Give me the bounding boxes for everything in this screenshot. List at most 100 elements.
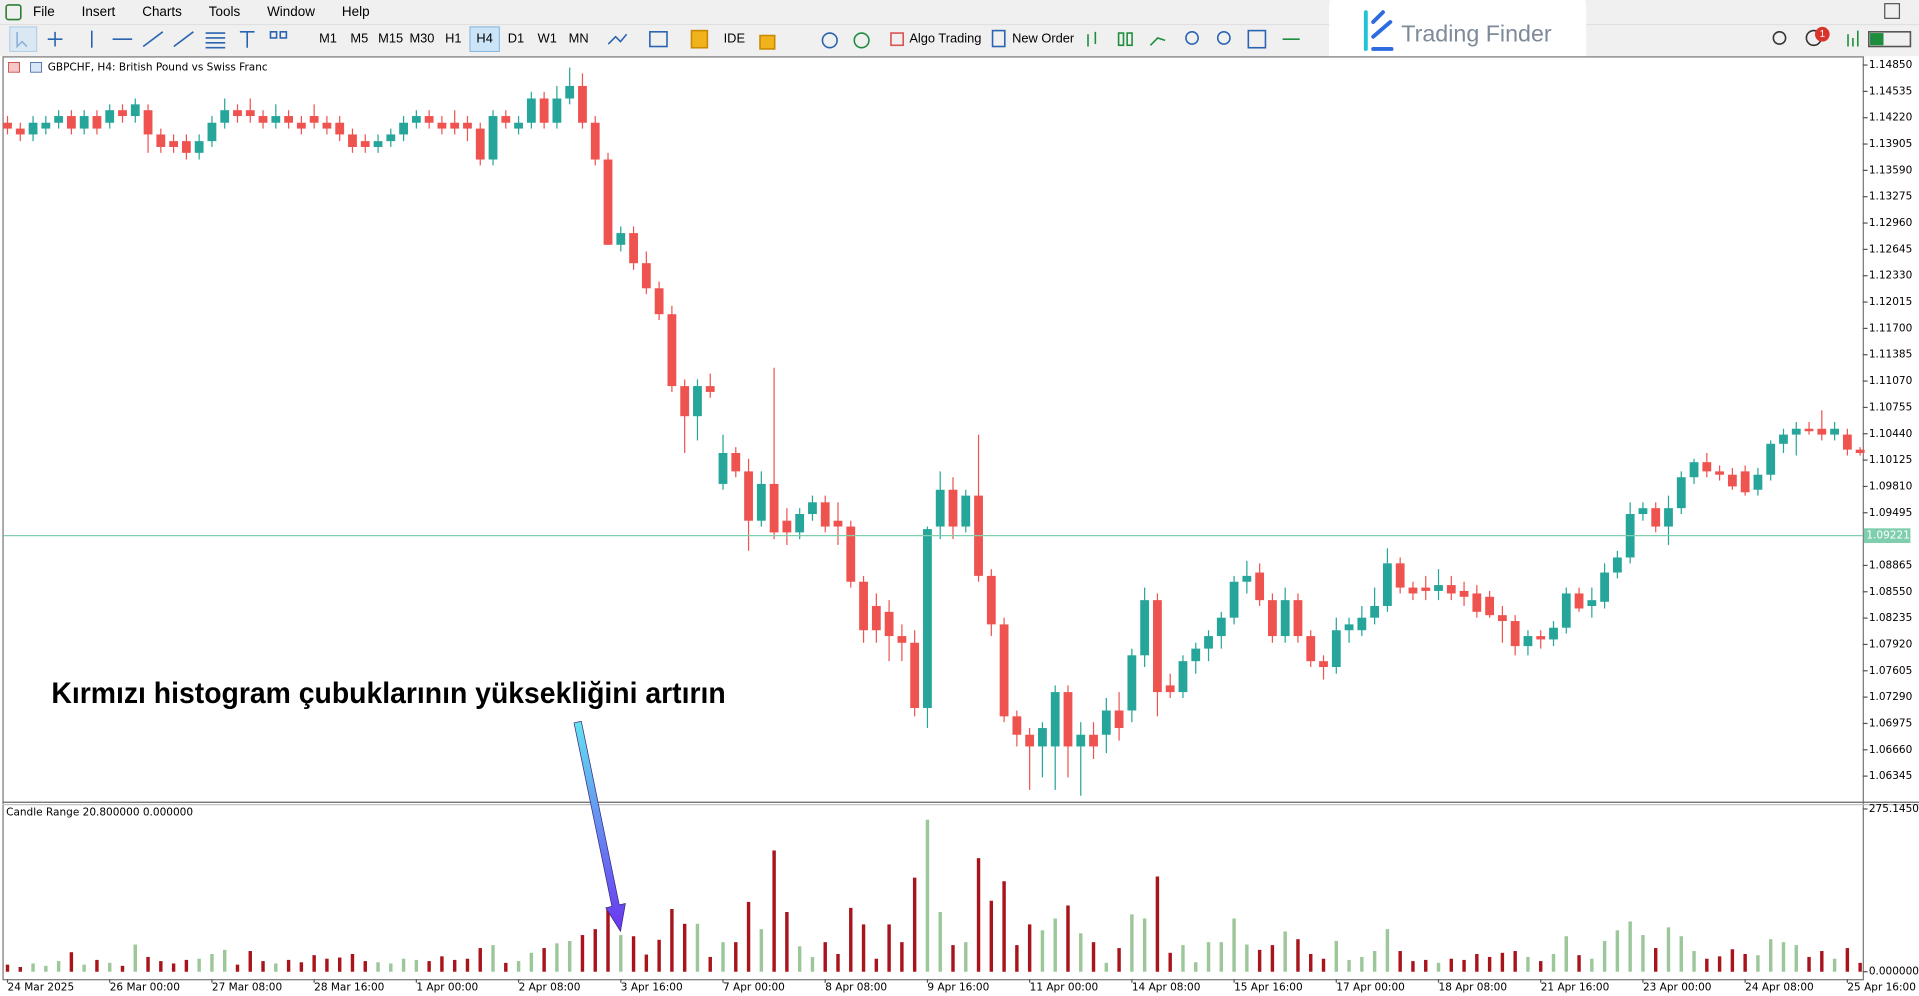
- timeframe-button[interactable]: M5: [350, 31, 368, 46]
- menu-item[interactable]: Help: [342, 4, 370, 19]
- shapes-icon[interactable]: [279, 31, 288, 39]
- y-tick-label: 1.08865: [1869, 559, 1913, 571]
- candle-body: [603, 159, 613, 245]
- histogram-bar: [1475, 953, 1479, 972]
- histogram-bar: [1130, 914, 1134, 972]
- candle-body: [1510, 621, 1520, 647]
- candle-body: [859, 581, 868, 631]
- text-icon[interactable]: [239, 31, 255, 48]
- candle-body: [667, 314, 677, 387]
- algo-icon[interactable]: [890, 32, 904, 47]
- candle-body: [565, 85, 575, 99]
- timeframe-button[interactable]: H1: [445, 31, 461, 46]
- tile-icon[interactable]: [1247, 29, 1267, 49]
- histogram-bar: [1487, 956, 1492, 972]
- x-tick-label: 1 Apr 00:00: [416, 982, 478, 994]
- trendline-icon[interactable]: [142, 31, 164, 48]
- order-icon[interactable]: [991, 29, 1006, 48]
- histogram-bar: [1270, 945, 1275, 972]
- menu-item[interactable]: Tools: [209, 4, 241, 19]
- histogram-bar: [797, 946, 802, 972]
- vps-icon[interactable]: [821, 32, 838, 49]
- timeframe-button[interactable]: M30: [409, 31, 434, 46]
- timeframe-button[interactable]: D1: [508, 31, 524, 46]
- histogram-bar: [1768, 939, 1773, 972]
- candle-body: [1676, 477, 1686, 509]
- candle-body: [795, 514, 805, 533]
- histogram-bar: [887, 924, 891, 972]
- menu-item[interactable]: Insert: [82, 4, 116, 19]
- histogram-bar: [1347, 959, 1351, 972]
- candle-body: [756, 483, 766, 521]
- candle-body: [501, 116, 511, 123]
- zoom-in-icon[interactable]: [1185, 31, 1199, 45]
- histogram-bar: [746, 901, 751, 972]
- menu-item[interactable]: Window: [267, 4, 315, 19]
- timeframe-active[interactable]: H4: [476, 31, 492, 46]
- histogram-bar: [1015, 945, 1019, 972]
- line-chart-icon[interactable]: [1149, 37, 1166, 46]
- shapes-icon[interactable]: [269, 31, 278, 39]
- candle-body: [1523, 636, 1533, 647]
- ide-button[interactable]: IDE: [724, 31, 746, 46]
- new-order-button[interactable]: New Order: [1012, 31, 1075, 46]
- candle-body: [1651, 508, 1661, 527]
- candle-body: [1153, 600, 1162, 693]
- histogram-bar: [1513, 951, 1517, 972]
- histogram-bar: [555, 943, 559, 972]
- template-icon[interactable]: [649, 31, 668, 48]
- candle-body: [884, 611, 894, 637]
- algo-trading-button[interactable]: Algo Trading: [909, 31, 981, 46]
- timeframe-button[interactable]: W1: [538, 31, 557, 46]
- candle-body: [245, 110, 255, 117]
- fibo-icon[interactable]: [205, 32, 226, 49]
- search-icon[interactable]: [1772, 31, 1787, 45]
- market-icon[interactable]: [690, 29, 709, 49]
- histogram-bar: [1206, 942, 1211, 972]
- battery-icon: [1868, 31, 1912, 48]
- histogram-bar: [861, 924, 866, 972]
- indicator-icon[interactable]: [607, 33, 628, 45]
- plot-marks: 1.14850 1.14535 1.14220 1.13905 1.13590 1.132…: [3, 59, 1919, 994]
- restore-button[interactable]: [1884, 3, 1901, 19]
- notification-count: 1: [1820, 29, 1825, 40]
- timeframe-button[interactable]: M15: [378, 31, 403, 46]
- candle-body: [731, 452, 741, 472]
- histogram-bar: [1832, 958, 1837, 972]
- menu-item[interactable]: Charts: [142, 4, 182, 19]
- histogram-bar: [1309, 953, 1313, 972]
- candle-body: [833, 520, 843, 527]
- crosshair-icon[interactable]: [47, 31, 63, 47]
- zoom-out-icon[interactable]: [1216, 31, 1231, 45]
- candle-body: [897, 636, 907, 643]
- candle-chart-icon[interactable]: [1126, 32, 1133, 47]
- histogram-bar: [1705, 958, 1709, 972]
- candle-body: [1664, 508, 1673, 527]
- x-tick-label: 24 Apr 08:00: [1745, 982, 1814, 994]
- histogram-bar: [542, 948, 546, 972]
- menu-item[interactable]: File: [33, 4, 55, 19]
- candle-body: [1727, 474, 1737, 487]
- histogram-bar: [938, 911, 942, 972]
- channel-icon[interactable]: [173, 31, 194, 48]
- candle-body: [1702, 462, 1712, 472]
- timeframe-button[interactable]: M1: [319, 31, 337, 46]
- signals-icon[interactable]: [759, 34, 776, 50]
- bar-chart-icon[interactable]: [1087, 31, 1097, 47]
- timeframe-button[interactable]: MN: [569, 31, 589, 46]
- candle-body: [194, 141, 204, 153]
- histogram-bar: [1590, 958, 1594, 972]
- news-icon[interactable]: [853, 32, 870, 49]
- candle-body: [1842, 434, 1852, 450]
- candle-chart-icon[interactable]: [1117, 32, 1125, 47]
- histogram-bar: [644, 954, 649, 972]
- histogram-bar: [1692, 951, 1696, 972]
- y-tick-label: 1.08550: [1869, 586, 1913, 598]
- x-tick-label: 2 Apr 08:00: [519, 982, 581, 994]
- candle-body: [641, 263, 651, 289]
- y-tick-label: 1.14535: [1869, 85, 1913, 97]
- candle-body: [1165, 685, 1175, 693]
- histogram-bar: [529, 952, 534, 972]
- histogram-bar: [491, 945, 495, 972]
